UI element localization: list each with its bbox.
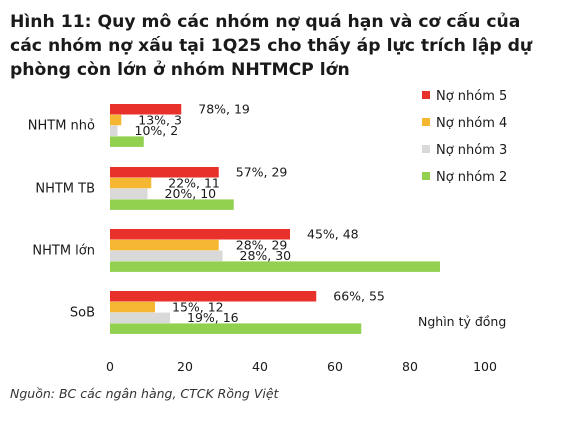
bar-sob-no-nhom-5 <box>110 291 317 302</box>
x-tick-label-0: 0 <box>106 359 114 374</box>
category-labels-group: NHTM nhỏ NHTM TB NHTM lớn SoB <box>28 119 95 321</box>
data-label-nhtm-lon-no-nhom-4: 28%, 29 <box>236 237 288 252</box>
bar-nhtm-lon-no-nhom-2 <box>110 261 440 272</box>
category-label-nhtm-tb: NHTM TB <box>35 182 95 197</box>
bar-nhtm-tb-no-nhom-3 <box>110 188 148 200</box>
bar-nhtm-nho-no-nhom-4 <box>110 114 122 126</box>
legend-label-no-nhom-4: Nợ nhóm 4 <box>436 116 507 131</box>
data-label-sob-no-nhom-4: 15%, 12 <box>172 299 224 314</box>
x-tick-label-100: 100 <box>473 359 497 374</box>
x-tick-labels-group: 0 20 40 60 80 100 <box>106 359 497 374</box>
bar-nhtm-tb-no-nhom-4 <box>110 177 152 189</box>
data-label-nhtm-tb-no-nhom-4: 22%, 11 <box>168 175 220 190</box>
category-label-sob: SoB <box>70 306 95 321</box>
legend-swatch-no-nhom-3 <box>422 145 430 153</box>
legend-swatch-no-nhom-5 <box>422 91 430 99</box>
legend-label-no-nhom-5: Nợ nhóm 5 <box>436 89 507 104</box>
bar-nhtm-nho-no-nhom-5 <box>110 104 182 115</box>
data-label-nhtm-tb-no-nhom-3: 20%, 10 <box>165 186 217 201</box>
legend: Nợ nhóm 5 Nợ nhóm 4 Nợ nhóm 3 Nợ nhóm 2 <box>422 89 507 185</box>
data-label-nhtm-nho-no-nhom-4: 13%, 3 <box>138 112 182 127</box>
unit-label: Nghìn tỷ đồng <box>418 314 506 329</box>
x-tick-label-40: 40 <box>252 359 268 374</box>
legend-swatch-no-nhom-2 <box>422 172 430 180</box>
data-label-nhtm-lon-no-nhom-5: 45%, 48 <box>307 227 359 242</box>
bar-nhtm-lon-no-nhom-5 <box>110 229 290 240</box>
x-tick-label-20: 20 <box>177 359 193 374</box>
data-label-nhtm-tb-no-nhom-5: 57%, 29 <box>236 165 288 180</box>
category-label-nhtm-lon: NHTM lớn <box>32 244 95 259</box>
data-label-nhtm-nho-no-nhom-5: 78%, 19 <box>198 102 250 117</box>
legend-label-no-nhom-3: Nợ nhóm 3 <box>436 143 507 158</box>
bar-sob-no-nhom-4 <box>110 301 155 313</box>
bar-nhtm-tb-no-nhom-2 <box>110 199 234 210</box>
bar-nhtm-tb-no-nhom-5 <box>110 167 219 178</box>
bar-nhtm-nho-no-nhom-2 <box>110 136 144 147</box>
bar-nhtm-nho-no-nhom-3 <box>110 125 118 137</box>
bar-sob-no-nhom-2 <box>110 323 362 334</box>
bars-group <box>110 104 440 334</box>
x-tick-label-80: 80 <box>402 359 418 374</box>
bar-nhtm-lon-no-nhom-4 <box>110 239 219 251</box>
source-note: Nguồn: BC các ngân hàng, CTCK Rồng Việt <box>10 386 279 401</box>
legend-label-no-nhom-2: Nợ nhóm 2 <box>436 170 507 185</box>
chart-title: Hình 11: Quy mô các nhóm nợ quá hạn và c… <box>10 12 533 80</box>
bar-sob-no-nhom-3 <box>110 312 170 324</box>
x-tick-label-60: 60 <box>327 359 343 374</box>
data-label-sob-no-nhom-5: 66%, 55 <box>333 289 385 304</box>
data-label-nhtm-nho-no-nhom-3: 10%, 2 <box>135 123 179 138</box>
data-label-nhtm-lon-no-nhom-3: 28%, 30 <box>240 248 292 263</box>
category-label-nhtm-nho: NHTM nhỏ <box>28 119 95 134</box>
data-label-sob-no-nhom-3: 19%, 16 <box>187 310 239 325</box>
legend-swatch-no-nhom-4 <box>422 118 430 126</box>
bar-nhtm-lon-no-nhom-3 <box>110 250 223 262</box>
